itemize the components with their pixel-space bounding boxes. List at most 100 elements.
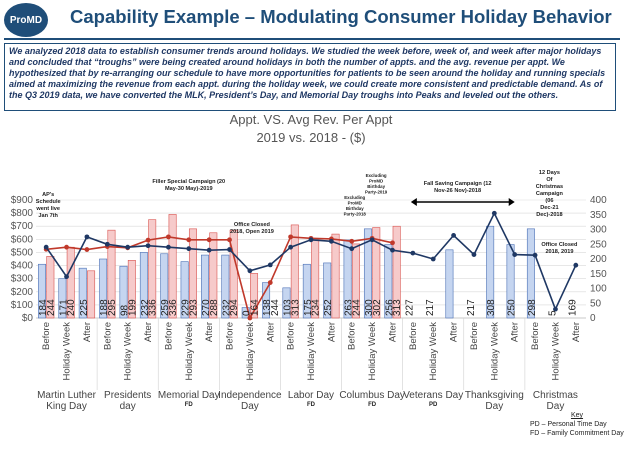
category-label: Before xyxy=(408,322,419,350)
bar-2018 xyxy=(526,228,535,319)
data-label-2018: 217 xyxy=(466,299,477,316)
data-label-2018: 298 xyxy=(527,299,538,316)
series-2018-avg-point xyxy=(390,247,395,253)
series-2019-avg-point xyxy=(84,247,90,252)
series-2018-avg-point xyxy=(64,274,69,280)
bar-2018 xyxy=(221,254,230,319)
series-2019-avg-point xyxy=(206,237,212,243)
campaign-arrow-head-left xyxy=(410,198,417,206)
category-label: Before xyxy=(102,322,113,350)
group-tag: FD xyxy=(368,402,377,408)
category-label: Before xyxy=(347,322,358,350)
category-label: After xyxy=(388,322,399,342)
bar-2019 xyxy=(188,228,197,319)
y-left-tick-label: $200 xyxy=(11,287,34,298)
category-label: Holiday Week xyxy=(123,322,134,381)
series-2018-avg-point xyxy=(227,247,232,252)
data-label-2018: 250 xyxy=(507,299,518,316)
group-label-cont: King Day xyxy=(46,401,87,412)
page-title: Capability Example – Modulating Consumer… xyxy=(70,6,612,27)
bar-2018 xyxy=(58,278,67,319)
series-2018-avg-point xyxy=(532,252,538,258)
bar-2018 xyxy=(78,267,87,319)
group-label-cont: Day xyxy=(485,401,503,412)
bar-2018 xyxy=(282,287,291,319)
bar-2019 xyxy=(372,227,381,319)
category-label: Before xyxy=(286,322,297,350)
key-box: Key PD – Personal Time Day FD – Family C… xyxy=(530,411,624,438)
series-2019-avg-point xyxy=(390,240,395,246)
promd-logo: ProMD xyxy=(4,3,48,37)
bar-2018 xyxy=(302,263,311,319)
key-fd: FD – Family Commitment Day xyxy=(530,430,624,437)
series-2019-avg-point xyxy=(267,280,273,285)
key-pd: PD – Personal Time Day xyxy=(530,421,607,428)
series-2018-avg-point xyxy=(369,237,375,243)
category-label: Holiday Week xyxy=(306,322,317,381)
group-label: Labor Day xyxy=(288,390,334,401)
data-label-2018: 225 xyxy=(79,299,90,316)
data-label-2018: 256 xyxy=(384,299,395,316)
group-tag: FD xyxy=(307,402,316,408)
category-label: After xyxy=(143,322,154,342)
bar-2018 xyxy=(262,282,271,319)
key-title: Key xyxy=(570,412,584,419)
bar-2019 xyxy=(229,229,238,319)
group-label: Thanksgiving xyxy=(465,390,524,401)
campaign-arrow-head-right xyxy=(508,198,515,206)
data-label-2019: 295 xyxy=(107,299,118,316)
y-left-tick-label: $100 xyxy=(11,300,34,311)
category-label: After xyxy=(510,322,521,342)
series-2018-avg-point xyxy=(84,234,90,240)
description-box: We analyzed 2018 data to establish consu… xyxy=(4,43,616,111)
bar-2018 xyxy=(384,244,393,319)
data-label-2019: 293 xyxy=(188,299,199,316)
y-right-tick-label: 300 xyxy=(590,225,607,236)
data-label-2019: 164 xyxy=(250,299,261,316)
data-label-2019: 302 xyxy=(372,299,383,316)
data-label-2019: 336 xyxy=(168,299,179,316)
series-2018-avg-point xyxy=(125,244,131,250)
category-label: After xyxy=(449,322,460,342)
series-2019-avg-point xyxy=(186,237,192,243)
series-2018-avg-point xyxy=(410,250,416,256)
header: ProMD Capability Example – Modulating Co… xyxy=(0,0,624,40)
data-label-2018: 217 xyxy=(425,299,436,316)
series-2018-avg-point xyxy=(247,268,253,274)
data-label-2018: 5 xyxy=(547,310,558,316)
chart-subtitle: 2019 vs. 2018 - ($) xyxy=(256,130,365,145)
series-2018-avg-point xyxy=(104,241,110,247)
category-label: Holiday Week xyxy=(245,322,256,381)
bar-2019 xyxy=(392,225,401,319)
bar-2019 xyxy=(290,224,299,319)
y-right-tick-label: 200 xyxy=(590,254,607,265)
bar-2019 xyxy=(127,260,136,319)
data-label-2019: 240 xyxy=(66,299,77,316)
y-left-tick-label: $800 xyxy=(11,208,34,219)
series-2019-avg-point xyxy=(145,237,151,243)
category-label: Holiday Week xyxy=(428,322,439,381)
data-label-2019: 288 xyxy=(209,299,220,316)
group-label: Independence xyxy=(218,390,282,401)
series-2018-avg-point xyxy=(288,244,294,250)
bar-2018 xyxy=(38,263,46,319)
y-right-tick-label: 100 xyxy=(590,284,607,295)
data-label-2018: 263 xyxy=(344,299,355,316)
category-label: Holiday Week xyxy=(489,322,500,381)
y-left-tick-label: $300 xyxy=(11,274,34,285)
bar-2019 xyxy=(209,232,218,319)
annotation-office-closed: Office Closed 2018, 2019 xyxy=(541,242,578,255)
data-label-2018: 184 xyxy=(38,299,49,316)
group-label: Presidents xyxy=(104,390,151,401)
data-label-2019: 244 xyxy=(351,299,362,316)
group-label-cont: Day xyxy=(547,401,565,412)
data-label-2019: 336 xyxy=(148,299,159,316)
annotation-filler-special: Filler Special Campaign (20 May-30 May)-2… xyxy=(152,179,225,192)
y-right-tick-label: 250 xyxy=(590,239,607,250)
bar-2019 xyxy=(351,243,360,319)
bar-2019 xyxy=(46,256,55,319)
bar-2019 xyxy=(87,270,96,319)
series-2018-avg-point xyxy=(349,246,355,252)
bar-2018 xyxy=(445,249,454,319)
series-2018-avg-point xyxy=(430,256,436,262)
